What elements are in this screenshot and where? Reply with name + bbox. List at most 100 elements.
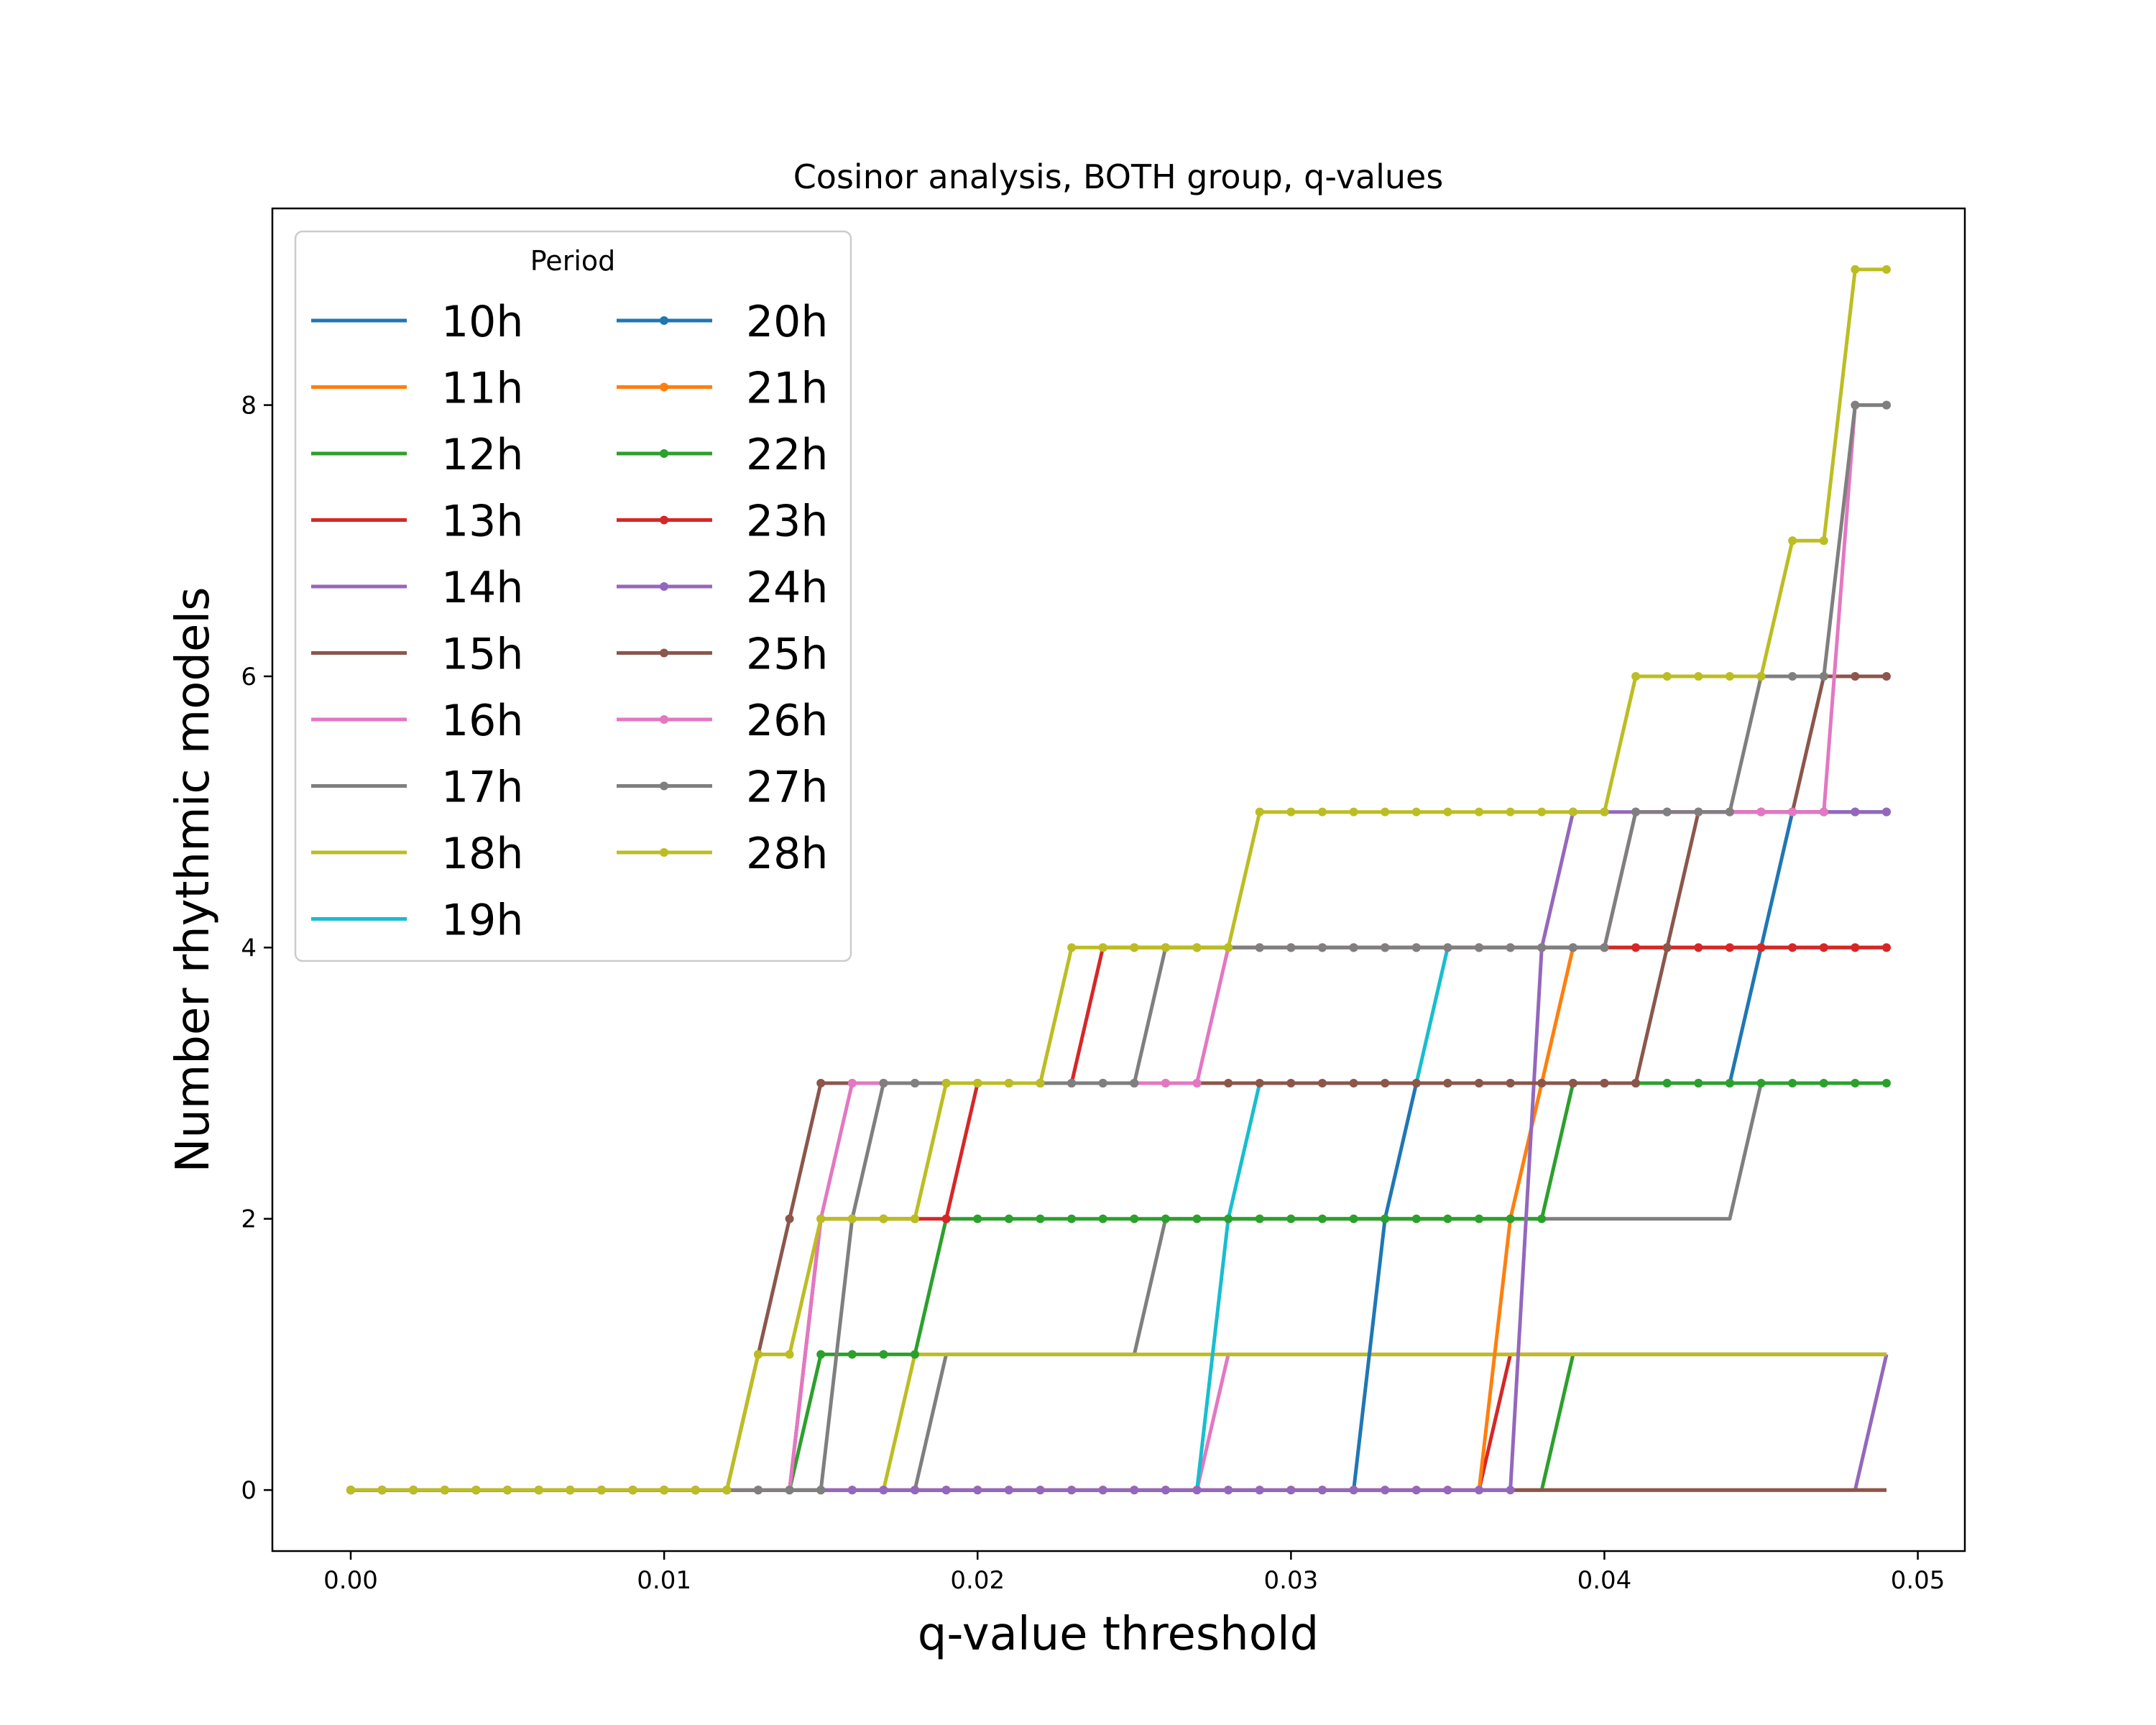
legend-label: 18h — [441, 829, 523, 879]
data-point — [1286, 1079, 1296, 1088]
data-point — [1317, 807, 1327, 816]
data-point — [1255, 1214, 1264, 1223]
data-point — [1255, 1079, 1264, 1088]
data-point — [1004, 1486, 1013, 1495]
legend-marker — [660, 582, 668, 591]
data-point — [1443, 1214, 1452, 1223]
data-point — [1098, 1214, 1107, 1223]
data-point — [1881, 264, 1891, 274]
y-tick-label: 2 — [241, 1205, 257, 1234]
legend-item: 22h — [617, 430, 828, 480]
data-point — [1130, 1486, 1139, 1495]
data-point — [785, 1214, 794, 1223]
data-point — [1349, 807, 1358, 816]
data-point — [1475, 1079, 1484, 1088]
legend-item: 26h — [617, 696, 828, 746]
data-point — [1881, 1079, 1891, 1088]
y-tick-label: 6 — [241, 663, 257, 691]
legend-item: 10h — [311, 297, 523, 347]
data-point — [660, 1486, 669, 1495]
data-point — [941, 1079, 951, 1088]
data-point — [1130, 943, 1139, 952]
data-point — [1537, 1214, 1547, 1223]
data-point — [879, 1079, 888, 1088]
x-tick-label: 0.05 — [1891, 1566, 1945, 1595]
data-point — [377, 1486, 387, 1495]
data-point — [1255, 943, 1264, 952]
data-point — [1192, 1214, 1202, 1223]
legend-label: 17h — [441, 763, 523, 813]
legend-title: Period — [530, 245, 616, 277]
data-point — [847, 1079, 857, 1088]
legend-label: 25h — [746, 630, 828, 680]
data-point — [1881, 400, 1891, 410]
data-point — [941, 1214, 951, 1223]
data-point — [1411, 943, 1421, 952]
data-point — [1788, 671, 1797, 681]
plot-area-frame — [271, 207, 1966, 1552]
data-point — [1192, 943, 1202, 952]
data-point — [1506, 1486, 1515, 1495]
data-point — [847, 1214, 857, 1223]
legend-item: 13h — [311, 497, 523, 547]
data-point — [1411, 1486, 1421, 1495]
x-tick-label: 0.04 — [1577, 1566, 1632, 1595]
data-point — [1568, 1079, 1577, 1088]
legend-label: 22h — [746, 430, 828, 480]
data-point — [1161, 1214, 1170, 1223]
legend-label: 21h — [746, 364, 828, 414]
data-point — [1694, 943, 1703, 952]
data-point — [973, 1486, 982, 1495]
data-point — [1475, 807, 1484, 816]
data-point — [1788, 807, 1797, 816]
legend-marker — [660, 648, 668, 658]
data-point — [1568, 943, 1577, 952]
data-point — [628, 1486, 637, 1495]
data-point — [879, 1214, 888, 1223]
legend-label: 27h — [746, 763, 828, 813]
data-point — [816, 1350, 826, 1359]
legend-item: 25h — [617, 630, 828, 680]
data-point — [722, 1486, 732, 1495]
legend-item: 18h — [311, 829, 523, 879]
legend: Period 10h 11h 12h 13h 14h 15h 16h 17h 18h 19h 20h… — [294, 230, 852, 962]
data-point — [1725, 671, 1734, 681]
data-point — [1381, 1079, 1390, 1088]
data-point — [1756, 671, 1766, 681]
data-point — [1317, 1214, 1327, 1223]
legend-item: 17h — [311, 763, 523, 813]
data-point — [1662, 1079, 1672, 1088]
legend-label: 23h — [746, 497, 828, 547]
data-point — [1600, 943, 1609, 952]
data-point — [691, 1486, 700, 1495]
data-point — [1631, 671, 1641, 681]
data-point — [973, 1214, 982, 1223]
data-point — [1381, 807, 1390, 816]
data-point — [1161, 1079, 1170, 1088]
data-point — [1004, 1214, 1013, 1223]
data-point — [1255, 807, 1264, 816]
y-tick-label: 0 — [241, 1476, 257, 1505]
plot-series — [346, 264, 1891, 1495]
data-point — [1067, 943, 1077, 952]
x-axis: 0.00 0.01 0.02 0.03 0.04 0.05 — [323, 1551, 1945, 1595]
data-point — [1694, 671, 1703, 681]
legend-marker — [660, 848, 668, 857]
data-point — [911, 1214, 920, 1223]
legend-label: 11h — [441, 364, 523, 414]
legend-marker — [660, 715, 668, 724]
legend-item: 28h — [617, 829, 828, 879]
data-point — [1286, 1214, 1296, 1223]
data-point — [1881, 807, 1891, 816]
data-point — [440, 1486, 449, 1495]
data-point — [1756, 807, 1766, 816]
legend-marker — [660, 316, 668, 325]
data-point — [1443, 943, 1452, 952]
x-tick-label: 0.03 — [1264, 1566, 1319, 1595]
data-point — [847, 1486, 857, 1495]
legend-label: 12h — [441, 430, 523, 480]
data-point — [1067, 1079, 1077, 1088]
data-point — [1631, 807, 1641, 816]
data-point — [1036, 1214, 1045, 1223]
data-point — [816, 1079, 826, 1088]
